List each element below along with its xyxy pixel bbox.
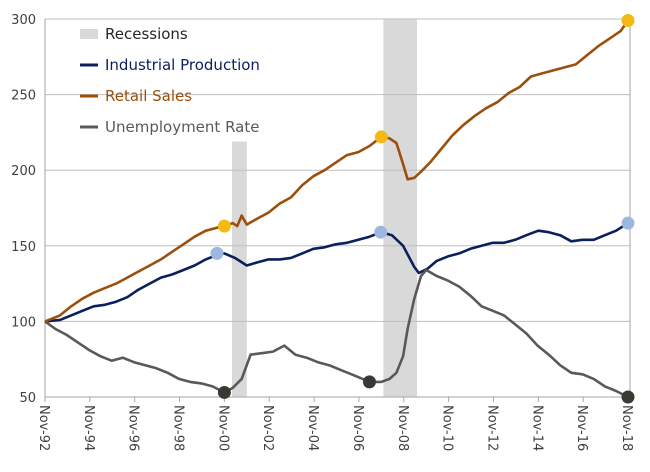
x-tick-label: Nov-06 bbox=[350, 405, 365, 451]
legend-label: Unemployment Rate bbox=[105, 118, 259, 136]
marker-industrial-production bbox=[210, 246, 224, 260]
series-line-unemployment-rate bbox=[44, 268, 629, 399]
gridlines bbox=[45, 18, 630, 322]
marker-industrial-production bbox=[374, 225, 388, 239]
marker-retail-sales bbox=[217, 219, 231, 233]
x-tick-label: Nov-92 bbox=[36, 405, 51, 451]
y-tick-label: 150 bbox=[11, 240, 36, 255]
y-tick-label: 50 bbox=[19, 391, 36, 406]
x-tick-label: Nov-10 bbox=[440, 405, 455, 451]
axes: 50 100 150 200 250 300 Nov-92 Nov-94 Nov-96 Nov-9… bbox=[11, 13, 634, 451]
marker-unemployment-rate bbox=[362, 375, 376, 389]
marker-retail-sales bbox=[374, 130, 388, 144]
x-tick-label: Nov-16 bbox=[574, 405, 589, 451]
y-tick-label: 250 bbox=[11, 89, 36, 104]
marker-retail-sales bbox=[621, 14, 635, 28]
x-tick-label: Nov-94 bbox=[81, 405, 96, 451]
y-tick-label: 200 bbox=[11, 164, 36, 179]
marker-unemployment-rate bbox=[621, 390, 635, 404]
series-lines bbox=[44, 19, 630, 399]
y-tick-label: 300 bbox=[11, 13, 36, 28]
marker-industrial-production bbox=[621, 216, 635, 230]
recession-band bbox=[383, 19, 417, 397]
legend-swatch-recessions bbox=[80, 29, 98, 39]
legend: Recessions Industrial Production Retail Sa… bbox=[80, 25, 260, 136]
series-line-industrial-production bbox=[44, 222, 629, 323]
marker-unemployment-rate bbox=[217, 385, 231, 399]
highlight-markers bbox=[210, 14, 635, 404]
series-line-retail-sales bbox=[44, 19, 630, 323]
recession-bands bbox=[232, 19, 417, 397]
legend-label: Retail Sales bbox=[105, 87, 192, 105]
legend-label: Industrial Production bbox=[105, 56, 260, 74]
recession-band bbox=[232, 141, 247, 397]
x-tick-label: Nov-18 bbox=[619, 405, 634, 451]
x-tick-label: Nov-04 bbox=[305, 405, 320, 451]
legend-label: Recessions bbox=[105, 25, 188, 43]
y-tick-label: 100 bbox=[11, 315, 36, 330]
x-tick-label: Nov-14 bbox=[529, 405, 544, 451]
x-tick-label: Nov-08 bbox=[395, 405, 410, 451]
x-tick-label: Nov-12 bbox=[484, 405, 499, 451]
x-tick-label: Nov-96 bbox=[126, 405, 141, 451]
x-tick-label: Nov-02 bbox=[260, 405, 275, 451]
x-tick-label: Nov-00 bbox=[215, 405, 230, 451]
x-tick-label: Nov-98 bbox=[171, 405, 186, 451]
